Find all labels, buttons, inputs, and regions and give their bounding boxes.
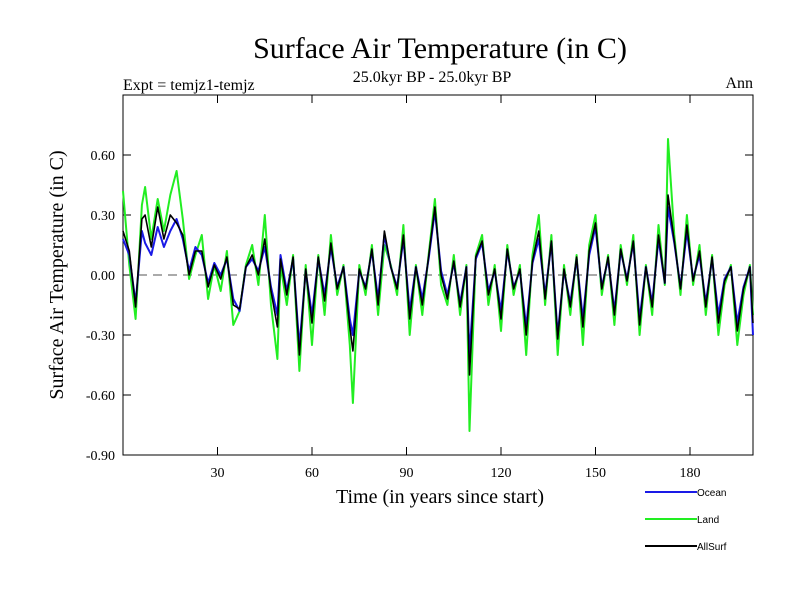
x-axis-label: Time (in years since start) bbox=[336, 486, 544, 508]
chart-title: Surface Air Temperature (in C) bbox=[253, 32, 627, 65]
legend-label-allsurf: AllSurf bbox=[697, 542, 727, 553]
y-tick-label: -0.60 bbox=[86, 389, 115, 404]
legend: Ocean Land AllSurf bbox=[645, 488, 727, 553]
x-tick-label: 120 bbox=[491, 466, 512, 481]
chart-subtitle: 25.0kyr BP - 25.0kyr BP bbox=[353, 69, 512, 86]
series-layer bbox=[122, 138, 754, 432]
y-tick-label: 0.30 bbox=[91, 209, 116, 224]
series-line-land bbox=[122, 138, 754, 432]
y-tick-label: -0.90 bbox=[86, 449, 115, 464]
x-tick-label: 60 bbox=[305, 466, 319, 481]
x-tick-label: 90 bbox=[400, 466, 414, 481]
y-axis-label: Surface Air Temperature (in C) bbox=[46, 150, 68, 399]
experiment-label: Expt = temjz1-temjz bbox=[123, 77, 255, 94]
y-axis: -0.90 -0.60 -0.30 0.00 0.30 0.60 bbox=[86, 149, 753, 464]
x-tick-label: 150 bbox=[585, 466, 606, 481]
legend-label-ocean: Ocean bbox=[697, 488, 726, 499]
season-label: Ann bbox=[725, 75, 753, 92]
y-tick-label: 0.60 bbox=[91, 149, 116, 164]
series-line-allsurf bbox=[122, 194, 754, 376]
x-tick-label: 30 bbox=[211, 466, 225, 481]
y-tick-label: -0.30 bbox=[86, 329, 115, 344]
y-tick-label: 0.00 bbox=[91, 269, 116, 284]
x-tick-label: 180 bbox=[680, 466, 701, 481]
x-axis: 30 60 90 120 150 180 bbox=[211, 95, 701, 481]
legend-label-land: Land bbox=[697, 515, 719, 526]
